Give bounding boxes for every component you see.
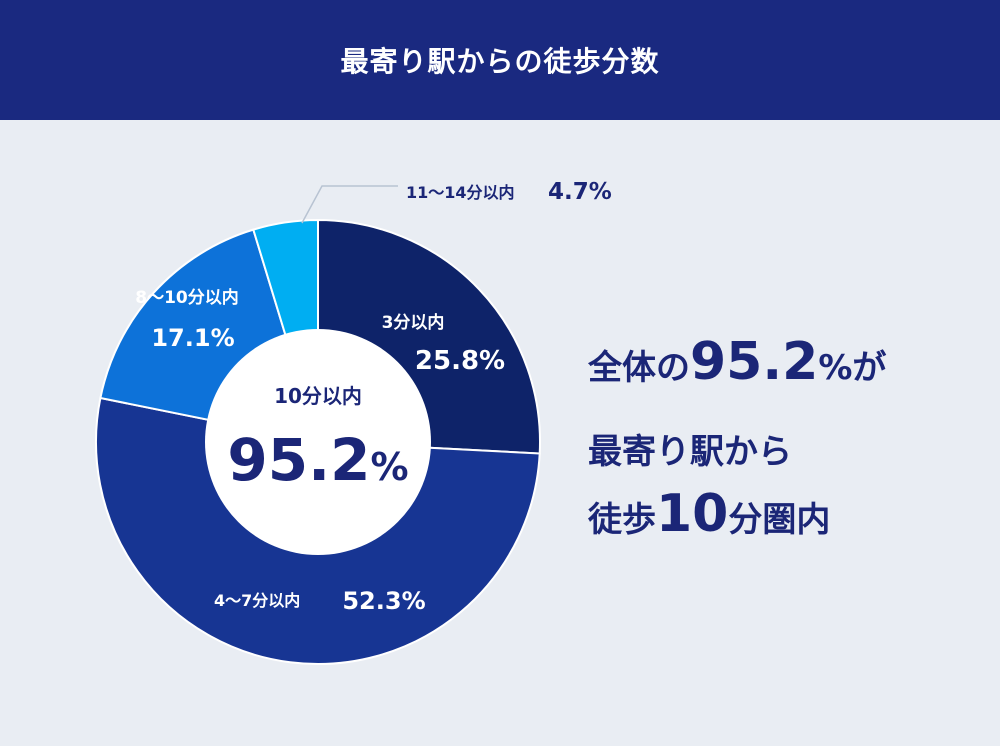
slice-value-1: 25.8% xyxy=(415,346,505,376)
slice-label-4: 11〜14分以内 xyxy=(406,183,515,202)
summary-line1-value: 95.2 xyxy=(690,332,819,392)
page-title: 最寄り駅からの徒歩分数 xyxy=(340,45,660,78)
slice-label-2: 4〜7分以内 xyxy=(214,591,300,610)
slice-label-3: 8〜10分以内 xyxy=(135,287,239,308)
center-value: 95.2% xyxy=(227,426,408,494)
summary-line1-post: が xyxy=(852,348,887,388)
summary-line3-pre: 徒歩 xyxy=(588,500,656,540)
header-banner: 最寄り駅からの徒歩分数 xyxy=(0,0,1000,120)
summary-line-1: 全体の 95.2 % が xyxy=(588,336,886,396)
summary-line-3: 徒歩 10 分圏内 xyxy=(588,488,886,558)
summary-text: 全体の 95.2 % が 最寄り駅から 徒歩 10 分圏内 xyxy=(588,336,886,558)
slice-value-2: 52.3% xyxy=(342,587,425,615)
center-label: 10分以内 xyxy=(274,384,362,408)
slice-label-1: 3分以内 xyxy=(382,312,445,333)
summary-line1-pre: 全体の xyxy=(588,348,690,388)
slice-value-3: 17.1% xyxy=(151,324,234,352)
summary-line1-unit: % xyxy=(818,348,853,388)
donut-center xyxy=(205,329,431,555)
summary-line3-post: 分圏内 xyxy=(728,500,831,540)
summary-line2-text: 最寄り駅から xyxy=(588,431,792,472)
summary-line-2: 最寄り駅から xyxy=(588,408,886,488)
slice-value-4: 4.7% xyxy=(548,179,612,205)
summary-line3-value: 10 xyxy=(656,484,729,544)
callout-leader-line xyxy=(301,185,398,224)
